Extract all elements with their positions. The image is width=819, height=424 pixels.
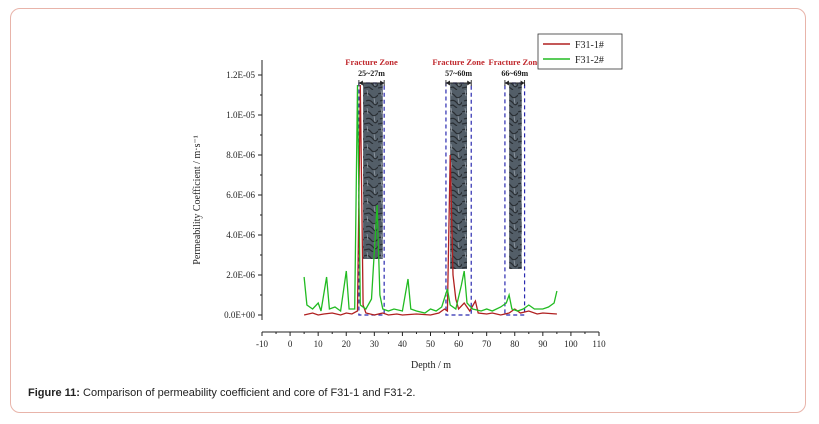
x-tick-label: 20	[342, 339, 352, 349]
zone-arrowhead	[358, 80, 363, 86]
zone-title: Fracture Zone	[345, 57, 398, 67]
ticks: 0.0E+00 2.0E-06 4.0E-06 6.0E-06 8.0E-06 1.0E-…	[224, 70, 606, 349]
fracture-zone-boxes	[358, 82, 526, 316]
x-tick-label: 10	[314, 339, 324, 349]
core-images	[363, 83, 522, 269]
y-tick-label: 1.0E-05	[226, 110, 255, 120]
core-photo	[509, 83, 522, 269]
annotations: Fracture Zone 25~27m Fracture Zone 57~60m Fr…	[345, 57, 541, 86]
zone-arrowhead	[445, 80, 450, 86]
caption-text: Comparison of permeability coefficient a…	[79, 387, 416, 399]
x-tick-label: 110	[592, 339, 606, 349]
axes	[261, 60, 599, 333]
x-tick-label: 50	[426, 339, 436, 349]
legend-label: F31-2#	[575, 55, 604, 66]
x-tick-label: -10	[256, 339, 268, 349]
series-lines	[303, 84, 558, 316]
figure-frame	[10, 8, 806, 413]
legend-label: F31-1#	[575, 40, 604, 51]
zone-title: Fracture Zone	[489, 57, 542, 67]
x-tick-label: 60	[454, 339, 464, 349]
zone-arrowhead	[467, 80, 472, 86]
y-tick-label: 1.2E-05	[226, 70, 255, 80]
x-tick-label: 30	[370, 339, 380, 349]
y-axis-label: Permeability Coefficient / m·s⁻¹	[192, 135, 203, 264]
zone-arrowhead	[520, 80, 525, 86]
figure-caption: Figure 11: Comparison of permeability co…	[28, 387, 415, 399]
x-tick-label: 0	[288, 339, 293, 349]
y-tick-label: 0.0E+00	[224, 310, 255, 320]
x-tick-label: 100	[564, 339, 578, 349]
zone-title: Fracture Zone	[432, 57, 485, 67]
zone-range: 66~69m	[501, 69, 528, 78]
fracture-zone-box	[445, 82, 472, 316]
x-tick-label: 90	[538, 339, 548, 349]
zone-arrowhead	[380, 80, 385, 86]
legend-box	[537, 33, 623, 70]
core-photo	[363, 83, 383, 259]
series-line	[303, 84, 558, 314]
y-tick-label: 2.0E-06	[226, 270, 255, 280]
series-line	[303, 84, 557, 316]
x-tick-label: 70	[482, 339, 492, 349]
x-axis-label: Depth / m	[411, 360, 451, 371]
zone-range: 25~27m	[358, 69, 385, 78]
y-tick-label: 8.0E-06	[226, 150, 255, 160]
x-tick-label: 40	[398, 339, 408, 349]
core-photo	[450, 83, 468, 269]
x-tick-label: 80	[510, 339, 520, 349]
legend: F31-1# F31-2#	[537, 33, 623, 70]
y-tick-label: 4.0E-06	[226, 230, 255, 240]
y-tick-label: 6.0E-06	[226, 190, 255, 200]
zone-range: 57~60m	[445, 69, 472, 78]
caption-label: Figure 11:	[28, 387, 80, 399]
zone-arrowhead	[504, 80, 509, 86]
